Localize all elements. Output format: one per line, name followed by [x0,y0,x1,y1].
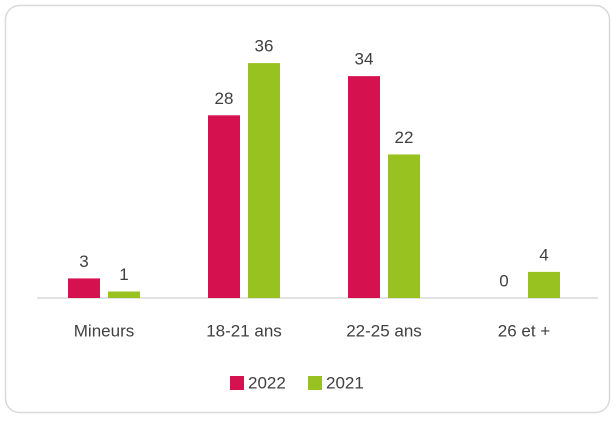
bar [108,291,140,298]
chart-frame [4,4,611,414]
bar [528,271,560,298]
data-label: 22 [395,128,414,147]
data-label: 28 [215,89,234,108]
bar [68,278,100,298]
bar [348,76,380,299]
legend-swatch [230,376,244,390]
bar [248,63,280,298]
legend-label: 2022 [248,373,286,392]
legend-swatch [308,376,322,390]
legend-label: 2021 [326,373,364,392]
data-label: 36 [255,37,274,56]
bar [388,154,420,298]
x-tick-label: 26 et + [498,321,551,340]
data-label: 34 [355,50,374,69]
bar [208,115,240,298]
x-tick-label: Mineurs [74,321,134,340]
data-label: 4 [539,245,548,264]
data-label: 0 [499,271,508,290]
data-label: 3 [79,252,88,271]
x-tick-label: 22-25 ans [346,321,422,340]
data-label: 1 [119,265,128,284]
x-tick-label: 18-21 ans [206,321,282,340]
